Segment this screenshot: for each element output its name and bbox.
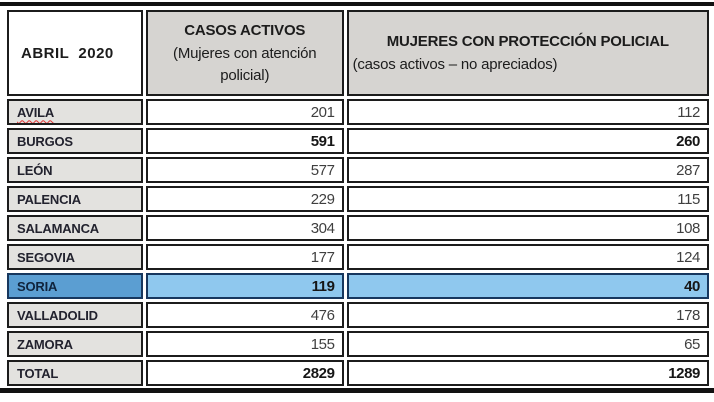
proteccion-value: 112 (346, 99, 709, 125)
column-header-casos-activos: CASOS ACTIVOS (Mujeres con atención poli… (145, 10, 344, 96)
casos-activos-value: 2829 (145, 360, 344, 386)
proteccion-value: 115 (346, 186, 709, 212)
casos-activos-value: 577 (145, 157, 344, 183)
top-rule (0, 2, 714, 6)
province-label: LEÓN (7, 157, 143, 183)
province-label: AVILA (7, 99, 143, 125)
provinces-table: ABRIL 2020 CASOS ACTIVOS (Mujeres con at… (4, 7, 712, 389)
province-label: SALAMANCA (7, 215, 143, 241)
table-row: PALENCIA 229 115 (7, 186, 709, 212)
proteccion-value: 178 (346, 302, 709, 328)
table-row: BURGOS 591 260 (7, 128, 709, 154)
proteccion-header-title: MUJERES CON PROTECCIÓN POLICIAL (386, 33, 669, 50)
casos-activos-value: 177 (145, 244, 344, 270)
province-label: TOTAL (7, 360, 143, 386)
table-row: ZAMORA 155 65 (7, 331, 709, 357)
table-row: LEÓN 577 287 (7, 157, 709, 183)
proteccion-value: 108 (346, 215, 709, 241)
province-label: SORIA (7, 273, 143, 299)
table-row: VALLADOLID 476 178 (7, 302, 709, 328)
header-row: ABRIL 2020 CASOS ACTIVOS (Mujeres con at… (7, 10, 709, 96)
proteccion-value: 287 (346, 157, 709, 183)
province-label: BURGOS (7, 128, 143, 154)
province-label: VALLADOLID (7, 302, 143, 328)
casos-activos-value: 229 (145, 186, 344, 212)
province-label: SEGOVIA (7, 244, 143, 270)
proteccion-value: 260 (346, 128, 709, 154)
table-row: SEGOVIA 177 124 (7, 244, 709, 270)
proteccion-value: 1289 (346, 360, 709, 386)
proteccion-value: 65 (346, 331, 709, 357)
total-row: TOTAL 2829 1289 (7, 360, 709, 386)
casos-activos-value: 119 (145, 273, 344, 299)
table-row: SALAMANCA 304 108 (7, 215, 709, 241)
casos-header-title: CASOS ACTIVOS (184, 22, 306, 39)
province-label: PALENCIA (7, 186, 143, 212)
casos-header-subtitle: (Mujeres con atención policial) (173, 45, 317, 84)
casos-activos-value: 201 (145, 99, 344, 125)
proteccion-value: 124 (346, 244, 709, 270)
bottom-rule (0, 388, 714, 393)
table-row: SORIA 119 40 (7, 273, 709, 299)
column-header-proteccion: MUJERES CON PROTECCIÓN POLICIAL (casos a… (346, 10, 709, 96)
casos-activos-value: 591 (145, 128, 344, 154)
proteccion-value: 40 (346, 273, 709, 299)
casos-activos-value: 155 (145, 331, 344, 357)
proteccion-header-subtitle: (casos activos – no apreciados) (352, 56, 558, 73)
casos-activos-value: 476 (145, 302, 344, 328)
province-label: ZAMORA (7, 331, 143, 357)
table-row: AVILA 201 112 (7, 99, 709, 125)
casos-activos-value: 304 (145, 215, 344, 241)
month-header: ABRIL 2020 (7, 10, 143, 96)
